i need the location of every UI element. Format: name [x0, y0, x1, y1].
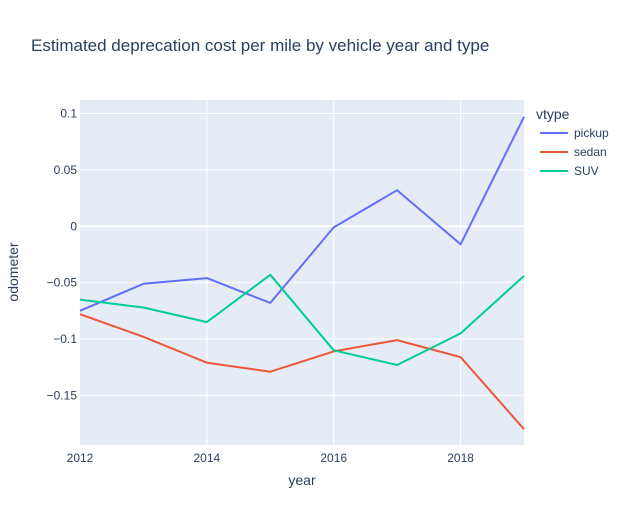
x-axis-title: year	[288, 472, 316, 488]
chart-title: Estimated deprecation cost per mile by v…	[31, 36, 489, 55]
legend-item-suv[interactable]: SUV	[540, 164, 599, 178]
series-line-sedan	[79, 313, 525, 430]
y-tick-label: 0.05	[54, 163, 78, 177]
legend-label: sedan	[574, 145, 607, 159]
y-axis-title: odometer	[5, 242, 21, 301]
x-tick-label: 2014	[194, 451, 221, 465]
y-tick-label: 0	[70, 219, 77, 233]
series-line-suv	[79, 273, 525, 366]
legend-label: SUV	[574, 164, 599, 178]
legend-items[interactable]: pickup sedan SUV	[540, 126, 609, 178]
legend-title: vtype	[536, 106, 570, 122]
x-tick-label: 2016	[320, 451, 347, 465]
x-tick-label: 2018	[447, 451, 474, 465]
legend[interactable]: vtype pickup sedan SUV	[536, 106, 609, 178]
x-axis-ticks: 2012 2014 2016 2018	[67, 451, 475, 465]
y-tick-label: −0.1	[53, 332, 77, 346]
y-tick-label: −0.05	[47, 276, 78, 290]
plot-area	[80, 100, 524, 445]
y-axis-ticks: 0.1 0.05 0 −0.05 −0.1 −0.15	[47, 107, 78, 403]
legend-label: pickup	[574, 126, 609, 140]
x-tick-label: 2012	[67, 451, 94, 465]
y-tick-label: 0.1	[60, 107, 77, 121]
series-line-pickup	[79, 116, 525, 312]
series-lines	[79, 116, 525, 430]
legend-item-pickup[interactable]: pickup	[540, 126, 609, 140]
legend-item-sedan[interactable]: sedan	[540, 145, 607, 159]
y-tick-label: −0.15	[47, 388, 78, 402]
